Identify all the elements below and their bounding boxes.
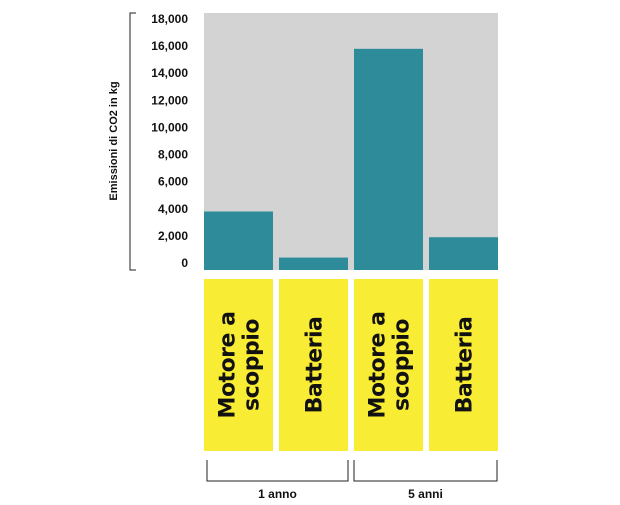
category-label-line: Motore a — [216, 312, 241, 419]
category-label-line: scoppio — [390, 319, 415, 411]
y-tick-label: 4,000 — [158, 202, 188, 216]
group-label: 5 anni — [408, 487, 443, 501]
y-tick-labels: 0 2,000 4,000 6,000 8,000 10,000 12,000 14,000 1… — [151, 12, 188, 270]
y-tick-label: 6,000 — [158, 175, 188, 189]
y-tick-label: 10,000 — [151, 120, 188, 134]
category-label: Batteria — [303, 317, 328, 414]
category-label-box — [429, 279, 498, 451]
y-axis-bracket — [129, 12, 136, 271]
category-label-line: Batteria — [303, 317, 328, 414]
category-label-box — [354, 279, 423, 451]
category-label: Motore ascoppio — [366, 312, 415, 419]
y-tick-label: 2,000 — [158, 229, 188, 243]
y-tick-label: 16,000 — [151, 39, 188, 53]
category-label-line: scoppio — [240, 319, 265, 411]
group-brackets: 1 anno 5 anni — [206, 460, 498, 501]
bar — [279, 257, 348, 270]
group-bracket — [353, 460, 498, 482]
category-label-box — [204, 279, 273, 451]
category-label: Motore ascoppio — [216, 312, 265, 419]
y-axis-title: Emissioni di CO2 in kg — [108, 81, 120, 200]
y-tick-label: 8,000 — [158, 148, 188, 162]
bar — [429, 237, 498, 270]
group-label: 1 anno — [258, 487, 297, 501]
y-tick-label: 0 — [181, 256, 188, 270]
bars — [204, 48, 498, 271]
bar — [204, 211, 273, 270]
bar — [354, 48, 423, 271]
y-tick-label: 12,000 — [151, 93, 188, 107]
y-tick-label: 14,000 — [151, 66, 188, 80]
y-axis — [129, 12, 136, 271]
y-tick-label: 18,000 — [151, 12, 188, 26]
category-label-box — [279, 279, 348, 451]
category-label-line: Batteria — [453, 317, 478, 414]
category-label-line: Motore a — [366, 312, 391, 419]
group-bracket — [206, 460, 349, 482]
category-label: Batteria — [453, 317, 478, 414]
category-label-boxes: Motore ascoppio Batteria Motore ascoppio Ba… — [204, 279, 498, 451]
